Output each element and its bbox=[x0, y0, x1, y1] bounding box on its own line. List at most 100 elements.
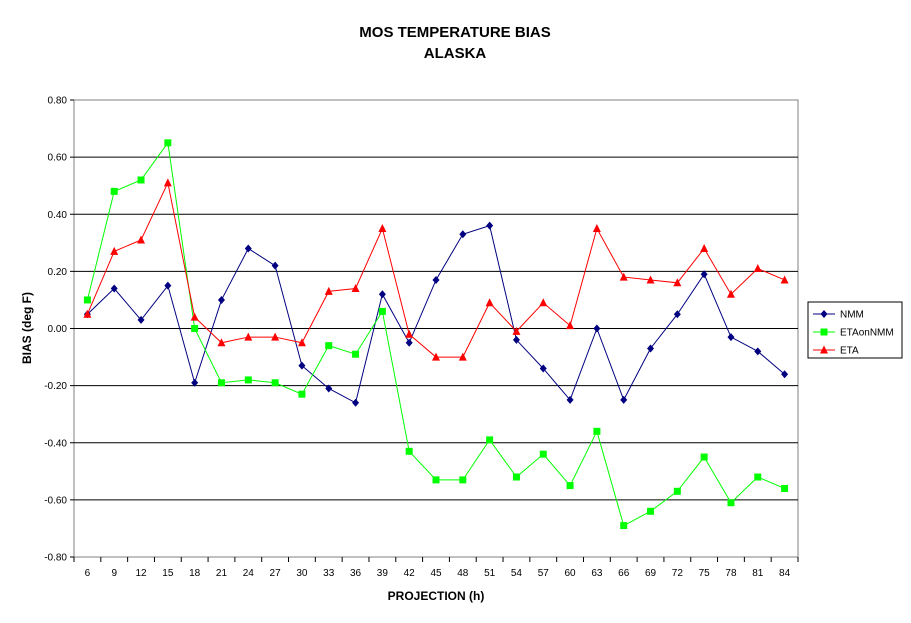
data-point bbox=[459, 476, 467, 484]
y-tick-label: -0.20 bbox=[44, 381, 67, 392]
data-point bbox=[137, 315, 145, 324]
data-point bbox=[647, 507, 655, 515]
data-point bbox=[217, 379, 225, 387]
x-tick-label: 27 bbox=[270, 568, 282, 579]
data-point bbox=[512, 326, 521, 335]
data-point bbox=[459, 230, 467, 239]
data-point bbox=[110, 246, 119, 255]
x-tick-labels: 6 9 12 15 18 21 24 27 30 33 36 39 42 45 48 51 54 57 60 63 66… bbox=[85, 568, 791, 579]
x-tick-label: 63 bbox=[591, 568, 603, 579]
x-tick-label: 30 bbox=[296, 568, 308, 579]
x-tick-label: 57 bbox=[538, 568, 550, 579]
data-point bbox=[620, 395, 628, 404]
data-point bbox=[405, 329, 414, 338]
data-point bbox=[244, 244, 252, 253]
chart-title: MOS TEMPERATURE BIAS bbox=[359, 24, 550, 41]
data-point bbox=[673, 278, 682, 287]
chart-subtitle: ALASKA bbox=[424, 45, 487, 62]
data-point bbox=[593, 427, 601, 435]
x-tick-label: 66 bbox=[618, 568, 630, 579]
data-point bbox=[432, 275, 440, 284]
y-tick-label: -0.40 bbox=[44, 438, 67, 449]
data-point bbox=[352, 350, 360, 358]
data-point bbox=[700, 270, 708, 279]
x-tick-label: 51 bbox=[484, 568, 496, 579]
x-tick-label: 72 bbox=[672, 568, 684, 579]
legend-marker bbox=[820, 310, 828, 318]
data-point bbox=[190, 312, 199, 321]
data-point bbox=[727, 333, 735, 342]
data-point bbox=[298, 361, 306, 370]
x-tick-label: 36 bbox=[350, 568, 362, 579]
data-point bbox=[781, 370, 789, 379]
x-tick-label: 9 bbox=[111, 568, 117, 579]
x-tick-label: 81 bbox=[752, 568, 764, 579]
data-point bbox=[566, 321, 575, 330]
data-point bbox=[110, 187, 118, 195]
x-tick-label: 60 bbox=[565, 568, 577, 579]
y-tick-label: -0.60 bbox=[44, 495, 67, 506]
x-tick-label: 54 bbox=[511, 568, 523, 579]
data-point bbox=[539, 298, 548, 307]
x-tick-label: 15 bbox=[162, 568, 174, 579]
data-point bbox=[754, 347, 762, 356]
data-point bbox=[781, 484, 789, 492]
x-tick-label: 24 bbox=[243, 568, 255, 579]
x-tick-label: 21 bbox=[216, 568, 228, 579]
data-point bbox=[110, 284, 118, 293]
x-tick-label: 39 bbox=[377, 568, 389, 579]
x-tick-label: 48 bbox=[457, 568, 469, 579]
data-point bbox=[191, 378, 199, 387]
x-tick-label: 42 bbox=[404, 568, 416, 579]
y-tick-label: 0.40 bbox=[48, 210, 68, 221]
data-point bbox=[137, 176, 145, 184]
data-point bbox=[727, 499, 735, 507]
x-tick-label: 33 bbox=[323, 568, 335, 579]
legend-marker bbox=[820, 345, 828, 354]
x-tick-label: 12 bbox=[135, 568, 147, 579]
data-point bbox=[271, 379, 279, 387]
data-point bbox=[566, 482, 574, 490]
data-point bbox=[351, 284, 360, 293]
data-point bbox=[485, 298, 494, 307]
y-tick-label: 0.20 bbox=[48, 267, 68, 278]
data-point bbox=[726, 289, 735, 298]
data-point bbox=[673, 487, 681, 495]
legend-item: ETAonNMM bbox=[813, 328, 894, 339]
x-tick-label: 75 bbox=[699, 568, 711, 579]
data-point bbox=[378, 307, 386, 315]
legend-marker bbox=[820, 328, 828, 336]
data-point bbox=[191, 325, 199, 332]
data-point bbox=[753, 264, 762, 273]
y-tick-labels: 0.80 0.60 0.40 0.20 0.00 -0.20 -0.40 -0.60 -0.80 bbox=[44, 96, 67, 564]
data-point bbox=[325, 342, 333, 350]
data-point bbox=[271, 261, 279, 270]
x-tick-label: 6 bbox=[85, 568, 91, 579]
data-point bbox=[378, 290, 386, 299]
x-tick-label: 78 bbox=[725, 568, 737, 579]
data-point bbox=[297, 338, 306, 347]
data-point bbox=[646, 275, 655, 284]
legend: NMM ETAonNMM ETA bbox=[807, 301, 903, 359]
legend-item: ETA bbox=[813, 345, 859, 357]
data-point bbox=[754, 473, 762, 481]
data-point bbox=[405, 447, 413, 455]
data-point bbox=[700, 453, 708, 461]
y-tick-label: 0.80 bbox=[48, 96, 68, 107]
x-tick-label: 84 bbox=[779, 568, 791, 579]
data-point bbox=[163, 178, 172, 187]
data-point bbox=[432, 476, 440, 484]
x-axis-label: PROJECTION (h) bbox=[388, 589, 485, 603]
data-point bbox=[620, 522, 628, 530]
data-point bbox=[619, 272, 628, 281]
data-point bbox=[324, 286, 333, 295]
data-point bbox=[244, 376, 252, 384]
data-point bbox=[325, 384, 333, 393]
legend-label: NMM bbox=[840, 310, 864, 321]
data-point bbox=[137, 235, 146, 244]
data-point bbox=[647, 344, 655, 353]
data-point bbox=[217, 338, 226, 347]
data-point bbox=[432, 352, 440, 361]
series-lines bbox=[83, 139, 789, 530]
